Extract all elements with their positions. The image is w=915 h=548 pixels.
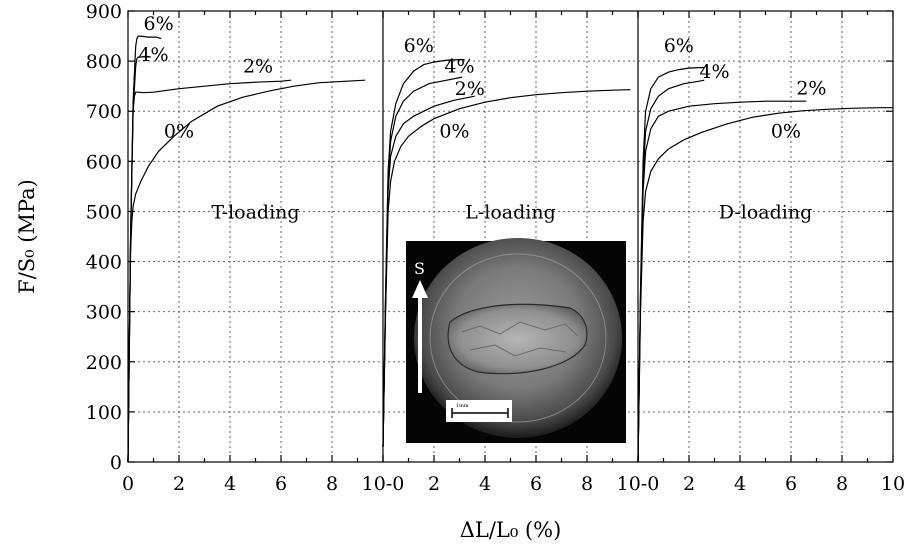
curve-label: 0% [771,120,801,142]
x-tick-label: 8 [581,473,593,495]
y-tick-label: 0 [110,452,122,474]
fractograph-inset: S 1mm [406,238,626,443]
y-tick-label: 400 [86,252,122,274]
curve-2-6pct [637,66,705,463]
x-tick-label: 8 [836,473,848,495]
x-tick-label: 8 [326,473,338,495]
curve-label: 6% [144,13,174,35]
x-tick-label: 4 [479,473,491,495]
curve-0-2pct [127,79,292,463]
curve-0-0pct [127,79,366,463]
curve-2-0pct [637,107,893,463]
curve-0-6pct [127,35,162,463]
labels: 6%4%2%0%T-loading6%4%2%0%L-loading6%4%2%… [138,13,826,223]
curve-label: 2% [243,56,273,78]
curve-label: 4% [444,56,474,78]
x-tick-label: 6 [530,473,542,495]
x-tick-label: 4 [224,473,236,495]
x-tick-label: 6 [275,473,287,495]
curve-label: 2% [455,78,485,100]
axes: 0 100 200 300 400 500 600 700 800 900 0 2 4 6 8 10-0 2 4 6… [15,1,905,542]
curve-label: 0% [439,120,469,142]
curve-2-2pct [637,100,807,463]
y-tick-label: 700 [86,101,122,123]
scale-bar-label: 1mm [456,403,469,409]
curve-0-4pct [127,55,152,463]
x-tick-label: 2 [428,473,440,495]
panel-title: D-loading [719,201,813,223]
curve-label: 4% [138,44,168,66]
y-axis-label: F/S₀ (MPa) [15,179,39,294]
curve-label: 6% [664,35,694,57]
s-arrow-label: S [414,259,425,278]
y-tick-label: 600 [86,151,122,173]
x-tick-label: 10-0 [362,473,405,495]
curve-1-6pct [382,58,465,448]
x-tick-label: 6 [785,473,797,495]
curves [127,35,893,463]
x-tick-label: 2 [173,473,185,495]
panel-title: T-loading [211,201,299,223]
x-tick-label: 10 [881,473,905,495]
scale-bar-box [446,400,512,422]
curve-label: 4% [699,61,729,83]
curve-label: 6% [404,35,434,57]
x-tick-label: 4 [734,473,746,495]
y-tick-label: 900 [86,1,122,23]
x-axis-label: ΔL/L₀ (%) [460,518,562,542]
s-arrow-icon [412,280,428,298]
y-tick-label: 100 [86,402,122,424]
y-tick-label: 200 [86,352,122,374]
curve-1-0pct [382,89,631,448]
curve-2-4pct [637,79,705,463]
y-tick-label: 800 [86,51,122,73]
fracture-surface [447,303,588,375]
x-tick-label: 2 [683,473,695,495]
x-tick-label: 10-0 [617,473,660,495]
curve-label: 0% [164,120,194,142]
curve-label: 2% [796,78,826,100]
x-tick-label: 0 [122,473,134,495]
y-tick-label: 300 [86,302,122,324]
grid [128,11,893,462]
y-tick-label: 500 [86,201,122,223]
panel-title: L-loading [465,201,556,223]
